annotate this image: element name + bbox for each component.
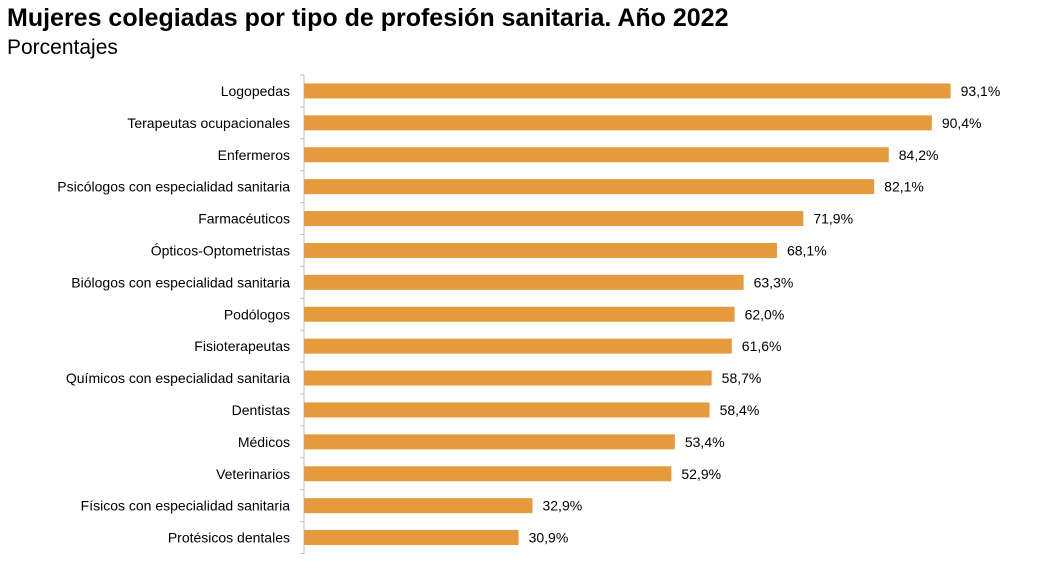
bar (304, 274, 744, 290)
data-label: 82,1% (884, 179, 924, 195)
bar (304, 434, 675, 450)
bar (304, 530, 519, 546)
bar (304, 147, 889, 163)
data-label: 62,0% (745, 306, 785, 322)
data-label: 68,1% (787, 242, 827, 258)
category-label: Físicos con especialidad sanitaria (81, 498, 291, 514)
category-label: Farmacéuticos (198, 211, 290, 227)
bar (304, 466, 672, 482)
bar (304, 498, 533, 514)
data-label: 53,4% (685, 434, 725, 450)
data-label: 58,7% (722, 370, 762, 386)
data-label: 63,3% (754, 274, 794, 290)
category-label: Protésicos dentales (168, 530, 290, 546)
data-label: 61,6% (742, 338, 782, 354)
bar (304, 179, 875, 195)
data-label: 93,1% (961, 83, 1001, 99)
category-label: Biólogos con especialidad sanitaria (71, 274, 290, 290)
data-label: 71,9% (813, 211, 853, 227)
chart-subtitle: Porcentajes (7, 36, 118, 59)
bar (304, 306, 735, 322)
category-label: Dentistas (232, 402, 290, 418)
category-label: Veterinarios (216, 466, 290, 482)
bar (304, 211, 804, 227)
category-label: Fisioterapeutas (194, 338, 290, 354)
bar (304, 242, 777, 258)
data-label: 52,9% (681, 466, 721, 482)
category-label: Logopedas (221, 83, 290, 99)
data-label: 84,2% (899, 147, 939, 163)
category-label: Terapeutas ocupacionales (127, 115, 290, 131)
data-label: 30,9% (529, 530, 569, 546)
bar (304, 115, 932, 131)
bar (304, 402, 710, 418)
category-label: Psicólogos con especialidad sanitaria (57, 179, 290, 195)
data-label: 32,9% (542, 498, 582, 514)
category-label: Podólogos (224, 306, 290, 322)
category-label: Ópticos-Optometristas (151, 242, 290, 258)
category-label: Médicos (238, 434, 290, 450)
bar (304, 370, 712, 386)
bar (304, 338, 732, 354)
category-label: Químicos con especialidad sanitaria (66, 370, 290, 386)
category-label: Enfermeros (218, 147, 290, 163)
data-label: 90,4% (942, 115, 982, 131)
data-label: 58,4% (720, 402, 760, 418)
chart-title: Mujeres colegiadas por tipo de profesión… (7, 4, 729, 32)
bar (304, 83, 951, 99)
